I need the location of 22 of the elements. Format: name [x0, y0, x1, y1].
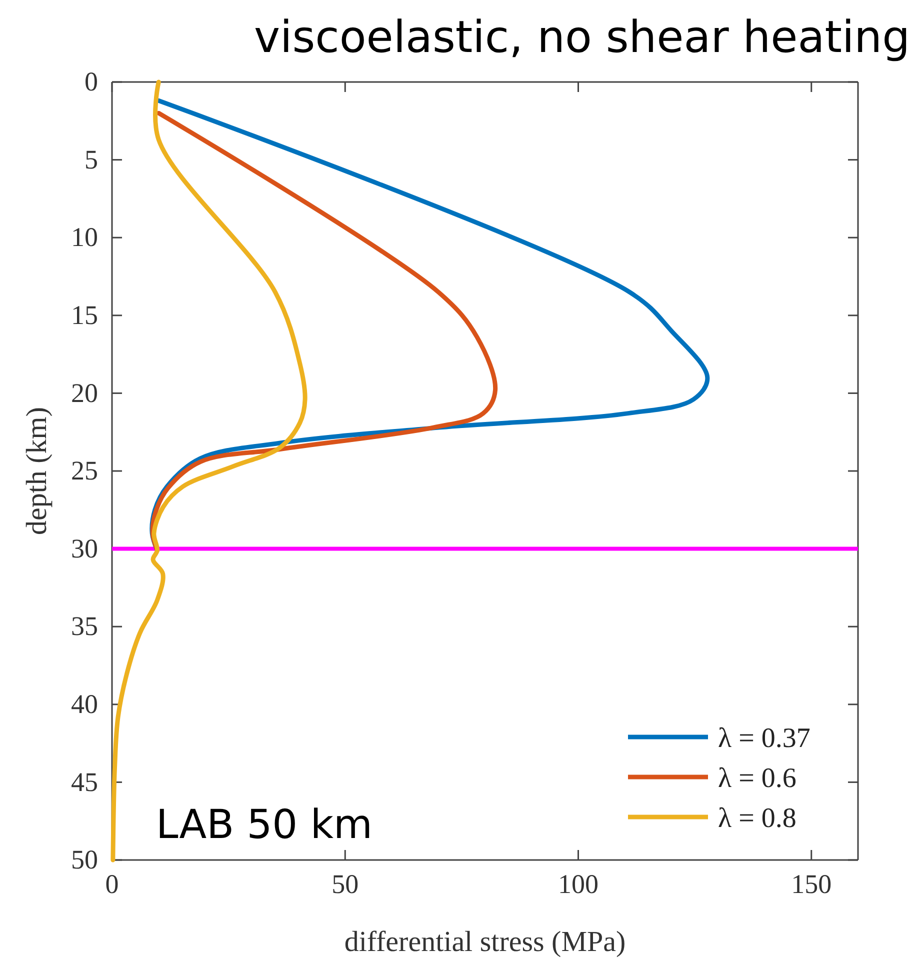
- legend-label: λ = 0.37: [718, 723, 810, 754]
- y-tick-label: 20: [71, 378, 98, 408]
- y-tick-label: 50: [71, 844, 98, 875]
- x-tick-label: 150: [791, 869, 832, 900]
- y-tick-label: 10: [71, 222, 98, 252]
- x-tick-label: 50: [332, 869, 359, 900]
- y-tick-label: 30: [71, 533, 98, 564]
- annotation: LAB 50 km: [156, 802, 372, 848]
- y-tick-label: 40: [71, 689, 98, 720]
- y-tick-label: 5: [84, 144, 98, 174]
- chart-title: viscoelastic, no shear heating: [254, 12, 910, 63]
- x-tick-label: 0: [105, 869, 119, 900]
- legend-label: λ = 0.6: [718, 763, 796, 794]
- x-axis-title: differential stress (MPa): [344, 926, 626, 958]
- legend-label: λ = 0.8: [718, 803, 796, 834]
- y-tick-label: 45: [71, 766, 98, 797]
- y-tick-label: 0: [84, 66, 98, 97]
- y-tick-label: 25: [71, 456, 98, 486]
- y-tick-label: 35: [71, 611, 98, 642]
- y-tick-label: 15: [71, 300, 98, 330]
- x-tick-label: 100: [558, 869, 598, 900]
- y-axis-title: depth (km): [21, 406, 53, 536]
